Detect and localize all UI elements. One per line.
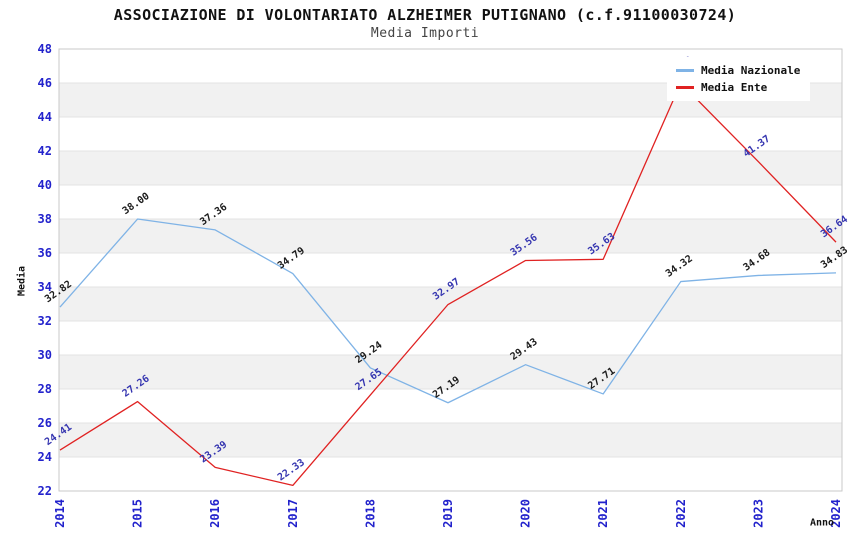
svg-text:40: 40	[38, 178, 52, 192]
svg-text:46: 46	[38, 76, 52, 90]
svg-text:34: 34	[38, 280, 52, 294]
svg-text:36: 36	[38, 246, 52, 260]
x-axis-title: Anno	[809, 517, 835, 529]
legend-swatch-media-ente-icon	[676, 86, 694, 89]
chart-title: ASSOCIAZIONE DI VOLONTARIATO ALZHEIMER P…	[113, 6, 737, 24]
svg-text:2024: 2024	[829, 499, 843, 528]
svg-text:2016: 2016	[208, 499, 222, 528]
svg-text:2017: 2017	[286, 499, 300, 528]
chart-subtitle: Media Importi	[370, 26, 480, 41]
svg-text:44: 44	[38, 110, 52, 124]
legend-label-media-ente: Media Ente	[701, 81, 768, 94]
legend-swatch-media-nazionale-icon	[676, 69, 694, 72]
svg-text:48: 48	[38, 42, 52, 56]
plot-border	[58, 48, 843, 492]
svg-text:28: 28	[38, 382, 52, 396]
y-axis-tick-labels: 22 24 26 28 30 32 34 36 38 40 42 44 46 48	[38, 42, 52, 498]
legend-item-media-nazionale: Media Nazionale	[667, 64, 810, 77]
legend: Media Nazionale Media Ente	[667, 57, 810, 101]
series-line-media-nazionale	[59, 218, 837, 404]
y-axis-title: Media	[16, 265, 28, 297]
svg-text:2020: 2020	[519, 499, 533, 528]
svg-text:22: 22	[38, 484, 52, 498]
svg-text:2019: 2019	[441, 499, 455, 528]
plot-area	[59, 49, 842, 491]
svg-text:38: 38	[38, 212, 52, 226]
svg-text:30: 30	[38, 348, 52, 362]
svg-text:26: 26	[38, 416, 52, 430]
svg-text:2021: 2021	[596, 499, 610, 528]
legend-label-media-nazionale: Media Nazionale	[701, 64, 801, 77]
svg-text:2022: 2022	[674, 499, 688, 528]
svg-text:2014: 2014	[53, 499, 67, 528]
grid-bands	[59, 83, 842, 457]
svg-text:24: 24	[38, 450, 52, 464]
legend-item-media-ente: Media Ente	[667, 81, 810, 94]
svg-text:2018: 2018	[363, 499, 377, 528]
x-axis-tick-labels: 2014 2015 2016 2017 2018 2019 2020 2021 2022 2023…	[53, 499, 843, 528]
svg-text:32: 32	[38, 314, 52, 328]
svg-text:42: 42	[38, 144, 52, 158]
svg-text:2015: 2015	[131, 499, 145, 528]
gridlines	[59, 82, 842, 458]
svg-text:2023: 2023	[751, 499, 765, 528]
series-line-media-ente	[59, 82, 837, 487]
